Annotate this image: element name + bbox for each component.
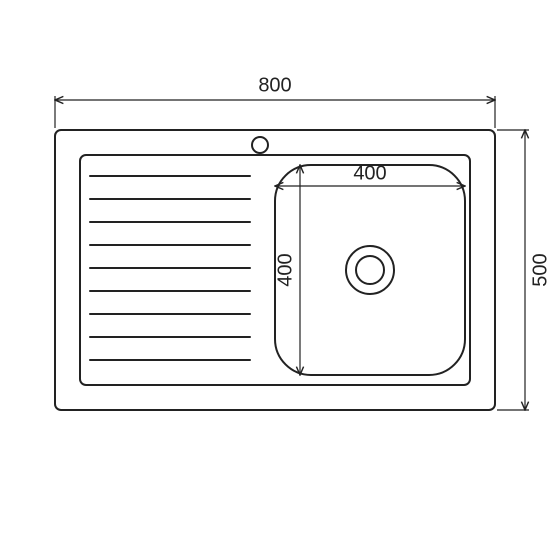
sink-technical-drawing: 800 500 400 400 [0,0,550,550]
drain-outer [346,246,394,294]
dim-text-bowl-w: 400 [353,162,386,184]
dim-text-height: 500 [529,253,550,286]
bowl [275,165,465,375]
drain-inner [356,256,384,284]
dim-text-width: 800 [258,74,291,96]
dim-text-bowl-h: 400 [274,253,296,286]
tap-hole [252,137,268,153]
